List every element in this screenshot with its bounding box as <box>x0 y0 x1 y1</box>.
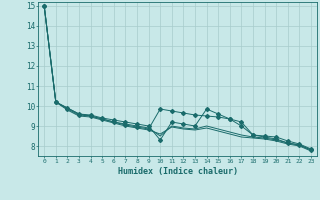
X-axis label: Humidex (Indice chaleur): Humidex (Indice chaleur) <box>118 167 238 176</box>
